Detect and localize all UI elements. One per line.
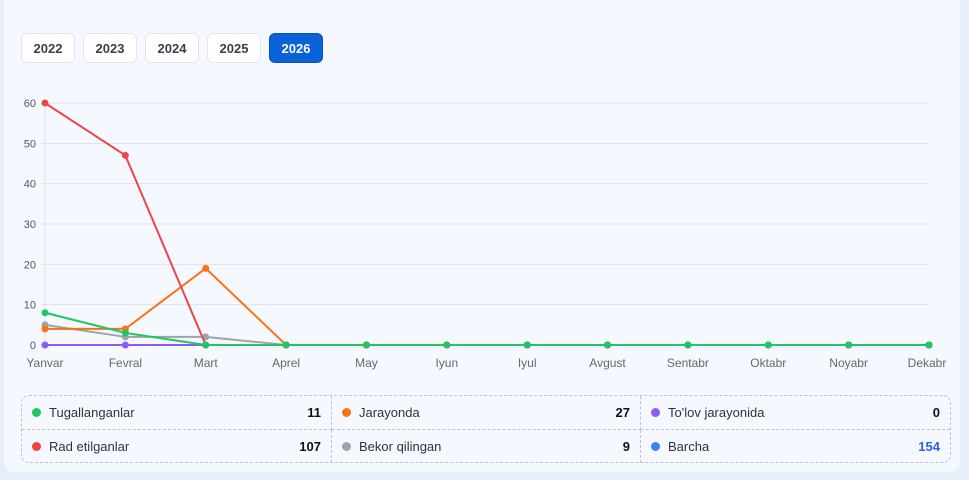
year-button-2022[interactable]: 2022 (21, 33, 75, 63)
data-point-green (604, 341, 612, 349)
series-line-gray (44, 323, 929, 346)
data-point-green (764, 341, 772, 349)
x-tick-label: Mart (194, 356, 219, 370)
line-chart: 0 10 20 30 40 50 60 Yanvar Fevral Mart Aprel May Iyu… (24, 98, 947, 370)
series-line-green (44, 311, 929, 346)
status-dot-icon (651, 442, 660, 451)
y-tick-label: 30 (24, 219, 36, 231)
status-dot-icon (32, 408, 41, 417)
legend-label: Barcha (668, 439, 710, 454)
year-selector: 2022 2023 2024 2025 2026 (21, 33, 323, 63)
data-point-green (202, 341, 210, 349)
year-button-2023[interactable]: 2023 (83, 33, 137, 63)
data-point-orange (202, 264, 210, 272)
x-tick-label: Dekabr (908, 356, 947, 370)
year-button-2026[interactable]: 2026 (269, 33, 323, 63)
y-tick-label: 50 (24, 138, 36, 150)
status-dot-icon (342, 408, 351, 417)
legend-value: 154 (918, 439, 940, 454)
data-point-red (41, 99, 49, 107)
legend-label: Bekor qilingan (359, 439, 442, 454)
data-point-red (121, 151, 129, 159)
status-summary: Tugallanganlar 11 Jarayonda 27 To'lov jarayo… (21, 395, 951, 463)
legend-value: 107 (299, 439, 321, 454)
x-tick-label: Avgust (589, 356, 626, 370)
legend-item: Tugallanganlar 11 (22, 396, 332, 430)
x-tick-label: Sentabr (667, 356, 709, 370)
legend-value: 11 (307, 405, 321, 420)
y-tick-label: 10 (24, 300, 36, 312)
data-point-purple (121, 341, 129, 349)
data-point-orange (41, 325, 49, 333)
statistics-card: 2022 2023 2024 2025 2026 0 10 20 30 40 50 60 Yanvar… (4, 0, 960, 472)
data-point-green (362, 341, 370, 349)
data-point-green (925, 341, 933, 349)
y-tick-label: 60 (24, 98, 36, 110)
legend-label: To'lov jarayonida (668, 405, 765, 420)
legend-value: 27 (615, 405, 630, 420)
legend-value: 0 (932, 405, 940, 420)
x-tick-label: Aprel (272, 356, 300, 370)
legend-label: Tugallanganlar (49, 405, 135, 420)
data-point-green (684, 341, 692, 349)
status-dot-icon (342, 442, 351, 451)
x-tick-label: Yanvar (26, 356, 63, 370)
legend-item: Rad etilganlar 107 (22, 430, 332, 463)
legend-item: Bekor qilingan 9 (332, 430, 641, 463)
x-tick-label: Oktabr (750, 356, 786, 370)
legend-item: To'lov jarayonida 0 (641, 396, 950, 430)
legend-value: 9 (622, 439, 630, 454)
data-point-green (443, 341, 451, 349)
legend-item: Jarayonda 27 (332, 396, 641, 430)
year-button-2024[interactable]: 2024 (145, 33, 199, 63)
x-tick-label: Iyun (435, 356, 458, 370)
data-point-green (845, 341, 853, 349)
legend-label: Rad etilganlar (49, 439, 130, 454)
data-point-green (523, 341, 531, 349)
legend-item: Barcha 154 (641, 430, 950, 463)
y-tick-label: 20 (24, 259, 36, 271)
year-button-2025[interactable]: 2025 (207, 33, 261, 63)
x-tick-label: May (355, 356, 378, 370)
data-point-green (41, 309, 49, 317)
data-point-purple (41, 341, 49, 349)
status-dot-icon (32, 442, 41, 451)
status-dot-icon (651, 408, 660, 417)
x-tick-label: Iyul (518, 356, 537, 370)
y-tick-label: 0 (30, 340, 36, 352)
data-point-green (121, 329, 129, 337)
x-tick-label: Fevral (109, 356, 142, 370)
y-tick-label: 40 (24, 179, 36, 191)
legend-label: Jarayonda (359, 405, 420, 420)
x-tick-label: Noyabr (829, 356, 868, 370)
data-point-green (282, 341, 290, 349)
